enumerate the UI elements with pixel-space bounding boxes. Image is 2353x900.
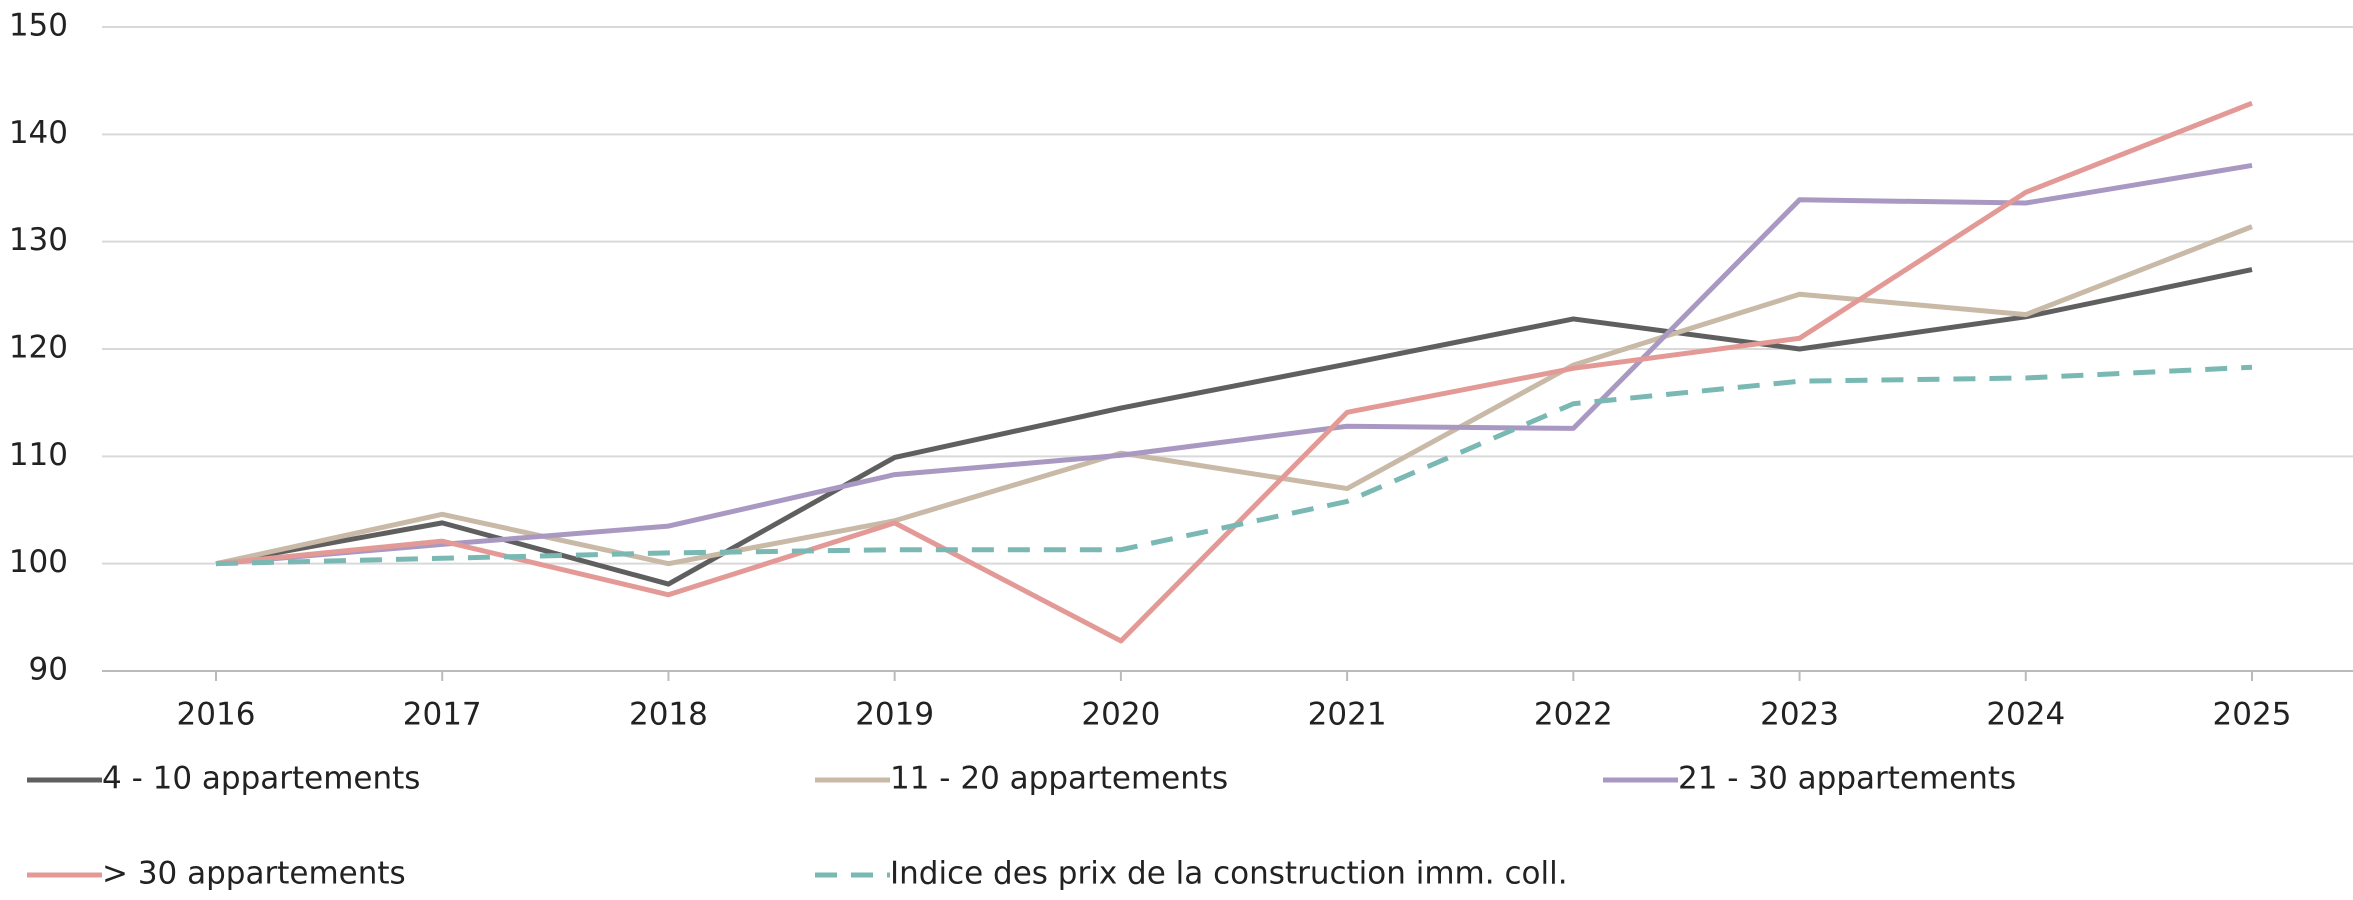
- x-tick-label: 2019: [855, 697, 934, 733]
- series-line: [215, 162, 2253, 567]
- y-tick-label: 130: [9, 222, 68, 258]
- y-tick-label: 140: [9, 115, 68, 151]
- series-line: [215, 224, 2253, 567]
- legend-label: Indice des prix de la construction imm. …: [890, 856, 1568, 892]
- y-tick-label: 120: [9, 330, 68, 366]
- x-tick-label: 2016: [177, 697, 256, 733]
- series-line: [215, 100, 2253, 644]
- x-tick-label: 2020: [1081, 697, 1160, 733]
- x-tick-label: 2018: [629, 697, 708, 733]
- legend-label: 21 - 30 appartements: [1678, 761, 2016, 797]
- y-tick-label: 150: [9, 8, 68, 44]
- series-line: [215, 364, 2253, 567]
- legend-label: 4 - 10 appartements: [102, 761, 420, 797]
- y-tick-label: 110: [9, 437, 68, 473]
- y-tick-label: 100: [9, 544, 68, 580]
- x-tick-label: 2023: [1760, 697, 1839, 733]
- x-tick-label: 2025: [2213, 697, 2292, 733]
- x-tick-label: 2021: [1308, 697, 1387, 733]
- x-tick-label: 2024: [1986, 697, 2065, 733]
- x-tick-label: 2017: [403, 697, 482, 733]
- legend-label: 11 - 20 appartements: [890, 761, 1228, 797]
- legend-label: > 30 appartements: [102, 856, 406, 892]
- x-tick-label: 2022: [1534, 697, 1613, 733]
- y-tick-label: 90: [29, 652, 68, 688]
